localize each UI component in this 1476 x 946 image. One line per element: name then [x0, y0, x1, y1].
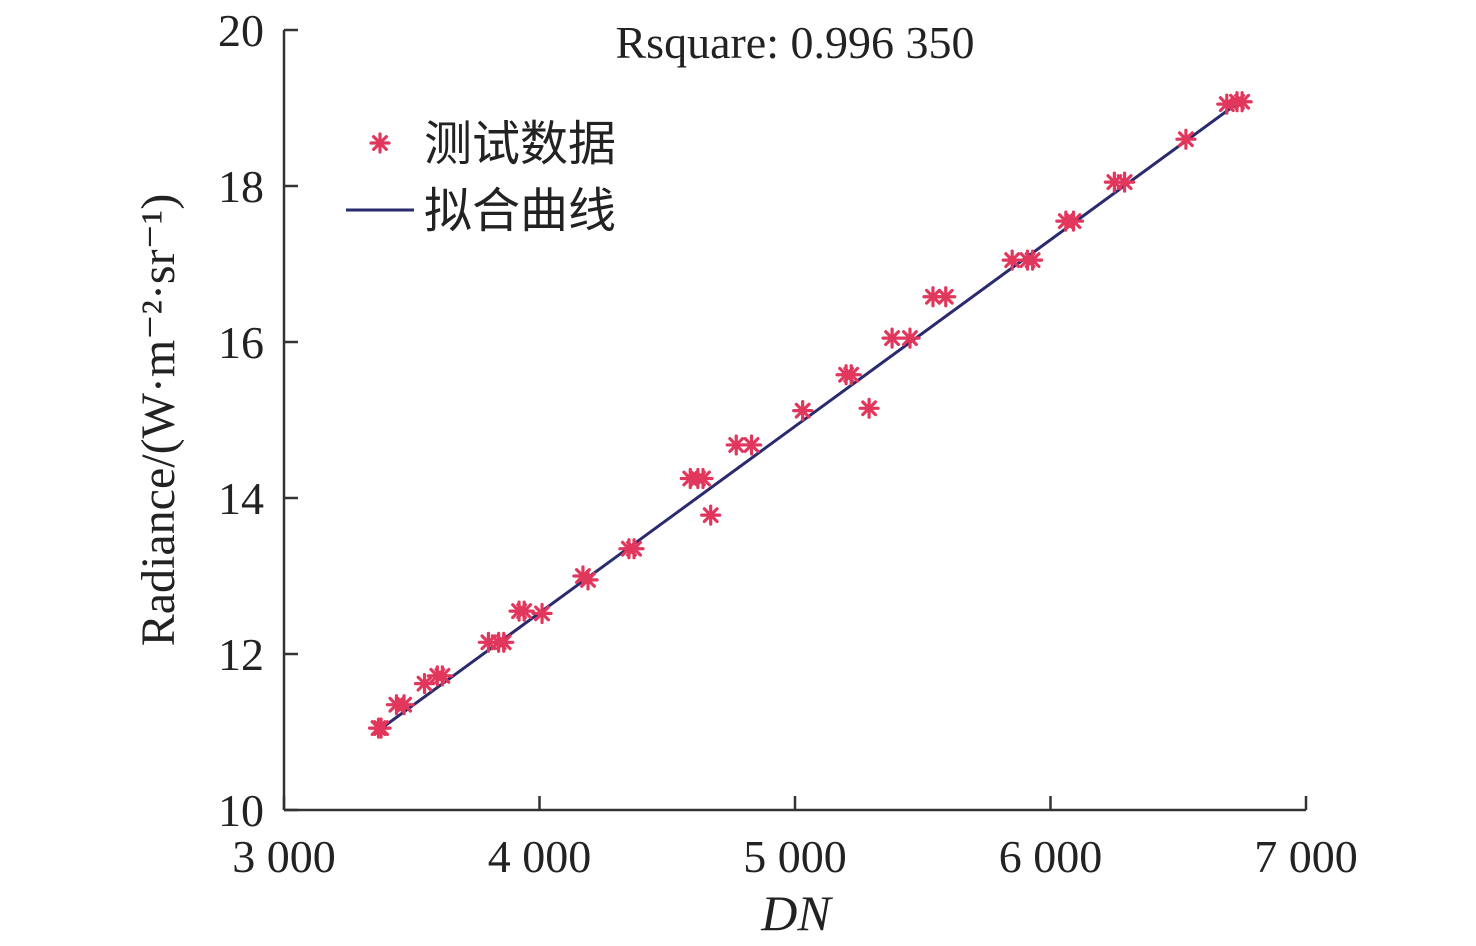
scatter-points-layer [367, 91, 1253, 739]
data-point [858, 397, 880, 419]
data-point [792, 400, 814, 422]
x-tick-label: 7 000 [1254, 831, 1358, 882]
data-point [431, 665, 454, 687]
x-tick-label: 4 000 [488, 831, 592, 882]
data-point [370, 717, 392, 739]
data-point [1231, 91, 1253, 113]
legend-asterisk [369, 132, 391, 154]
data-point [935, 286, 957, 308]
data-point [1175, 128, 1197, 150]
y-tick-label: 14 [218, 473, 264, 524]
legend: 测试数据 拟合曲线 [346, 116, 616, 239]
legend-label-test-data: 测试数据 [424, 116, 616, 172]
y-tick-label: 18 [218, 161, 264, 212]
data-point [840, 364, 862, 386]
data-point [740, 434, 763, 456]
y-tick-label: 10 [218, 785, 264, 836]
data-point [577, 569, 599, 591]
x-axis-label: DN [760, 885, 833, 941]
data-point [692, 467, 714, 490]
y-tick-label: 16 [218, 317, 264, 368]
data-point [899, 327, 921, 349]
rsquare-annotation: Rsquare: 0.996 350 [615, 17, 974, 68]
data-point [531, 602, 553, 625]
data-point [1062, 210, 1085, 232]
y-ticks: 10 12 14 16 18 20 [218, 5, 298, 836]
legend-asterisk-marker [369, 132, 391, 154]
data-point [393, 694, 415, 716]
data-point [1113, 171, 1136, 193]
data-point [700, 504, 722, 526]
y-tick-label: 20 [218, 5, 264, 56]
x-ticks: 3 000 4 000 5 000 6 000 7 000 [232, 796, 1358, 882]
x-tick-label: 3 000 [232, 831, 336, 882]
data-point [623, 538, 645, 560]
y-tick-label: 12 [218, 629, 264, 680]
y-axis-label: Radiance/(W·m⁻²·sr⁻¹) [132, 194, 185, 647]
x-tick-label: 6 000 [999, 831, 1103, 882]
x-tick-label: 5 000 [743, 831, 847, 882]
data-point [881, 327, 903, 349]
legend-label-fit-curve: 拟合曲线 [424, 183, 616, 239]
data-point [513, 600, 535, 622]
data-point [493, 631, 515, 653]
data-point [1022, 249, 1044, 271]
